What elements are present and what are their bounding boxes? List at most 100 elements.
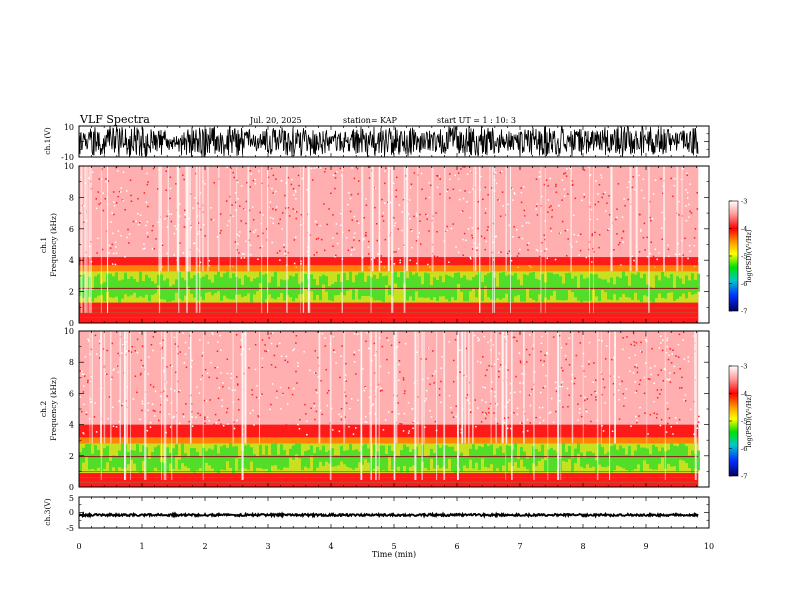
spectro-speckle — [433, 382, 435, 384]
spectro-speckle — [349, 210, 352, 213]
spectro-speckle — [170, 388, 172, 390]
spectro-speckle — [567, 406, 569, 408]
spectro-speckle — [508, 250, 511, 252]
spectro-band-texture — [190, 278, 193, 294]
spectro-speckle — [558, 204, 560, 207]
spectro-speckle — [467, 399, 469, 401]
spectro-speckle — [546, 352, 548, 355]
spectro-speckle — [678, 200, 680, 203]
spectro-speckle — [316, 331, 319, 333]
spectro-band-texture — [298, 443, 301, 459]
spectro-speckle — [609, 259, 611, 261]
ch1-waveform-panel: 10 -10 ch.1(V) — [43, 123, 710, 162]
spectro-speckle — [139, 332, 141, 334]
spectro-speckle — [598, 183, 601, 186]
spectro-speckle — [678, 214, 680, 216]
spectro-speckle — [349, 407, 351, 410]
spectro-speckle — [485, 401, 487, 403]
spectro-speckle — [204, 235, 206, 237]
spectro-speckle — [110, 221, 112, 223]
spectro-speckle — [184, 341, 187, 344]
spectro-speckle — [528, 222, 530, 224]
spectro-speckle — [443, 240, 446, 242]
spectro-speckle — [410, 229, 412, 231]
time-tick-label-10: 10 — [704, 542, 714, 551]
spectro-band-texture — [643, 273, 646, 296]
spectro-streak — [241, 331, 244, 480]
spectro-band-texture — [253, 454, 256, 472]
spectro-speckle — [588, 360, 590, 363]
spectro-speckle — [539, 429, 542, 432]
ch3-ytick-bottom: -5 — [66, 524, 74, 533]
spectro-speckle — [634, 381, 636, 383]
spectro-speckle — [137, 213, 139, 215]
spectro-speckle — [175, 424, 178, 426]
spectro-speckle — [660, 369, 662, 371]
spectro-speckle — [363, 217, 365, 219]
spectro-speckle — [477, 407, 479, 409]
spectro-band-texture — [613, 444, 616, 471]
spectro-speckle — [427, 377, 429, 379]
spectro-speckle — [228, 220, 230, 222]
spectro-speckle — [245, 222, 247, 225]
spectro-band-texture — [352, 282, 355, 300]
spectro-band-texture — [166, 447, 169, 473]
spectro-speckle — [217, 341, 219, 343]
spectro-speckle — [536, 203, 538, 206]
spectro-speckle — [144, 247, 146, 250]
spectro-speckle — [241, 253, 244, 255]
spectro-speckle — [177, 352, 179, 355]
spectro-speckle — [392, 182, 395, 184]
spectro-speckle — [306, 420, 308, 422]
spectro-speckle — [199, 339, 201, 341]
spectro-speckle — [288, 387, 290, 389]
spectro-speckle — [275, 190, 277, 193]
spectro-speckle — [288, 215, 291, 217]
spectro-speckle — [340, 224, 342, 226]
spectro-speckle — [271, 187, 273, 190]
spectro-band-texture — [538, 280, 541, 295]
spectro-speckle — [446, 229, 448, 232]
spectro-speckle — [542, 419, 545, 422]
spectro-band-texture — [658, 280, 661, 294]
spectro-speckle — [483, 335, 486, 338]
spectro-speckle — [484, 186, 487, 189]
spectro-streak — [86, 166, 88, 313]
spectro-band-texture — [292, 445, 295, 460]
spectro-speckle — [363, 389, 365, 392]
spectro-band-texture — [517, 458, 520, 468]
spectro-streak — [505, 331, 508, 444]
spectro-speckle — [321, 413, 323, 416]
spectro-speckle — [649, 216, 651, 219]
spectro-speckle — [272, 192, 274, 194]
spectro-speckle — [420, 172, 423, 175]
spectro-speckle — [179, 389, 181, 392]
spectro-speckle — [304, 403, 306, 406]
spectro-streak — [261, 166, 263, 313]
spectro-speckle — [602, 193, 605, 195]
spectro-speckle — [139, 374, 142, 376]
spectro-speckle — [629, 370, 631, 372]
spectro-speckle — [555, 387, 557, 389]
spectro-speckle — [516, 413, 519, 416]
spectro-band-texture — [415, 272, 418, 292]
spectro-speckle — [166, 395, 168, 397]
spectro-speckle — [554, 258, 557, 261]
spectro-speckle — [295, 211, 298, 213]
spectro-speckle — [407, 402, 410, 404]
spectro-speckle — [484, 413, 486, 416]
spectro-speckle — [210, 207, 212, 209]
spectro-speckle — [105, 181, 107, 183]
spectro-speckle — [578, 254, 580, 256]
spectro-speckle — [564, 172, 567, 174]
spectro-speckle — [485, 430, 487, 432]
spectro-speckle — [235, 192, 237, 194]
spectro-speckle — [644, 249, 646, 251]
spectro-speckle — [191, 425, 194, 427]
spectro-speckle — [161, 244, 164, 246]
time-tick-label-3: 3 — [265, 542, 270, 551]
spectro-speckle — [667, 248, 670, 251]
spectro-speckle — [221, 399, 223, 401]
spectro-speckle — [462, 166, 464, 168]
spectro-speckle — [446, 190, 448, 193]
